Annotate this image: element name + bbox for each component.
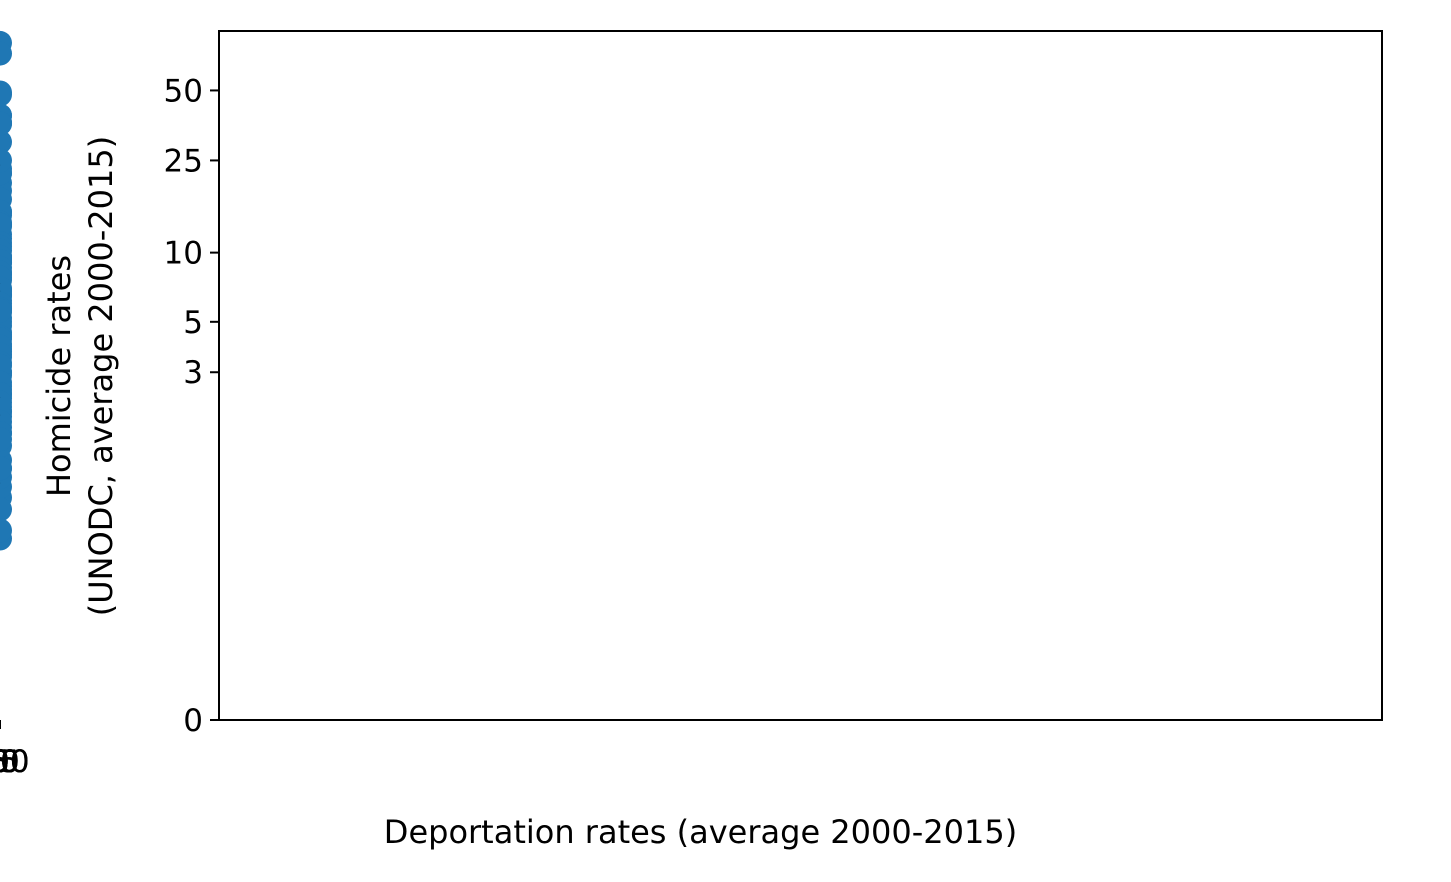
x-tick-label: 3 bbox=[0, 744, 10, 780]
y-tick-label: 0 bbox=[183, 703, 203, 739]
points-layer bbox=[0, 30, 12, 551]
scatter-point-col bbox=[0, 111, 12, 136]
scatter-point-tto bbox=[0, 130, 12, 155]
plot-frame bbox=[218, 30, 1383, 721]
scatter-point-bra bbox=[0, 148, 12, 173]
y-tick-label: 10 bbox=[164, 236, 203, 272]
axes-layer: 035102550100250035102550Deportation rate… bbox=[0, 30, 1383, 851]
y-axis-title-line1: Homicide rates bbox=[40, 255, 78, 497]
x-tick-label: 5 bbox=[0, 744, 10, 780]
y-tick-label: 3 bbox=[183, 355, 203, 391]
y-axis-title-line2: (UNODC, average 2000-2015) bbox=[82, 136, 120, 616]
y-tick-label: 5 bbox=[183, 305, 203, 341]
x-tick-label: 50 bbox=[0, 744, 20, 780]
scatter-point-can bbox=[0, 390, 12, 415]
scatter-point-lso bbox=[0, 212, 12, 237]
scatter-point-ven bbox=[0, 82, 12, 107]
scatter-point-nzl bbox=[0, 427, 12, 452]
scatter-point-slv bbox=[0, 41, 12, 66]
scatter-point-kor bbox=[0, 456, 12, 481]
scatter-point-mco bbox=[0, 298, 12, 323]
y-tick-label: 25 bbox=[164, 143, 203, 179]
x-axis-title: Deportation rates (average 2000-2015) bbox=[384, 813, 1017, 851]
x-tick-label: 10 bbox=[0, 744, 20, 780]
scatter-point-sgp bbox=[0, 518, 12, 543]
x-tick-label: 100 bbox=[0, 744, 30, 780]
scatter-point bbox=[0, 497, 12, 522]
y-tick-label: 50 bbox=[164, 73, 203, 109]
x-tick-label: 250 bbox=[0, 744, 30, 780]
x-tick-label: 0 bbox=[0, 744, 10, 780]
x-tick-label: 25 bbox=[0, 744, 20, 780]
